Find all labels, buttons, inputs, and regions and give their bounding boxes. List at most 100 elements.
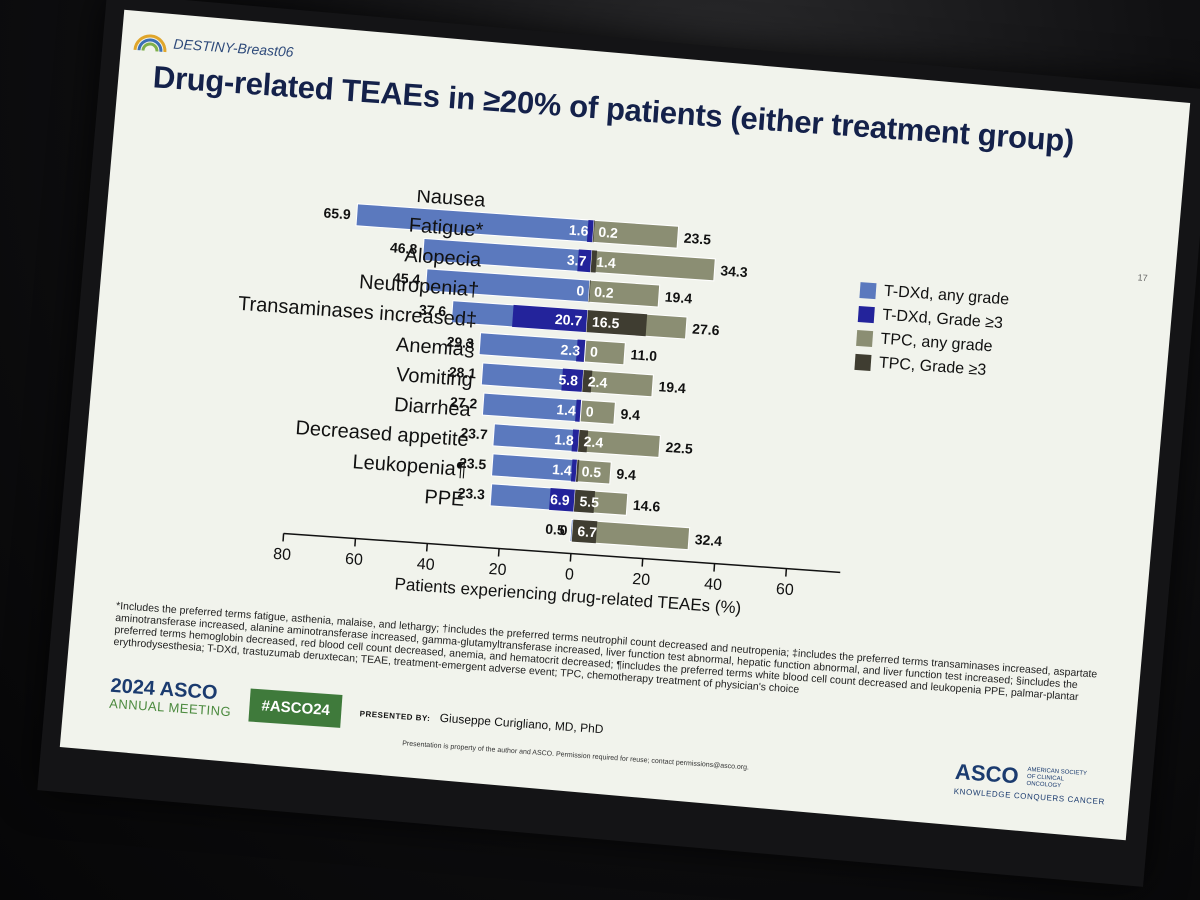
presenter-name: Giuseppe Curigliano, MD, PhD	[439, 710, 604, 737]
label-tpc-grade3: 0	[589, 343, 598, 360]
x-axis-tick	[354, 538, 357, 547]
legend-item: T-DXd, Grade ≥3	[857, 305, 1008, 333]
label-tpc-grade3: 16.5	[592, 313, 621, 331]
butterfly-bar-chart: 65.9 1.6 0.2 23.5 46.8 3.7 1.4 34.3 45.4 0 0.2 19.4…	[237, 185, 865, 618]
label-tpc-any-grade: 23.5	[683, 230, 712, 248]
bar-tpc-grade3	[590, 250, 598, 273]
category-label: Nausea	[416, 185, 487, 212]
legend-item: TPC, Grade ≥3	[854, 353, 1004, 381]
label-tpc-any-grade: 14.6	[632, 497, 661, 515]
label-tpc-any-grade: 22.5	[665, 439, 694, 457]
x-axis-tick	[569, 553, 572, 562]
x-tick-label: 80	[273, 546, 292, 564]
x-axis-tick	[713, 563, 716, 572]
x-axis-tick	[785, 568, 788, 577]
category-label: Fatigue*	[408, 214, 484, 241]
label-tdxd-grade3: 6.9	[550, 491, 571, 508]
legend-swatch	[857, 306, 875, 324]
label-tdxd-grade3: 0	[559, 522, 568, 539]
label-tdxd-any-grade: 28.1	[448, 364, 477, 382]
asco-society-logo: ASCO AMERICAN SOCIETY OF CLINICAL ONCOLO…	[953, 759, 1107, 806]
legend-swatch	[856, 329, 874, 348]
label-tpc-any-grade: 27.6	[692, 320, 721, 338]
legend-label: TPC, any grade	[880, 330, 993, 356]
study-logo-text: DESTINY-Breast06	[172, 35, 295, 60]
label-tpc-grade3: 0.2	[598, 224, 619, 241]
label-tdxd-grade3: 1.4	[552, 461, 573, 478]
bar-tpc-any-grade	[590, 249, 716, 282]
label-tdxd-grade3: 1.4	[556, 401, 577, 418]
chart-legend: T-DXd, any grade T-DXd, Grade ≥3 TPC, any …	[854, 281, 1010, 387]
label-tdxd-any-grade: 27.2	[449, 394, 478, 412]
bar-tpc-grade3	[578, 429, 589, 453]
x-axis-tick	[641, 558, 644, 567]
bar-tdxd-grade3	[571, 429, 580, 452]
category-label: Alopecia	[404, 244, 483, 271]
bar-tdxd-grade3	[549, 487, 576, 512]
label-tpc-grade3: 2.4	[587, 373, 608, 390]
bar-tdxd-grade3	[586, 219, 595, 243]
presenter-line: PRESENTED BY: Giuseppe Curigliano, MD, P…	[359, 705, 604, 736]
legend-item: TPC, any grade	[856, 329, 1006, 357]
study-logo-fan-icon	[133, 34, 167, 53]
label-tdxd-any-grade: 23.7	[460, 425, 489, 443]
label-tdxd-any-grade: 29.3	[446, 333, 475, 351]
label-tdxd-any-grade: 65.9	[323, 204, 352, 222]
x-tick-label: 20	[488, 561, 507, 579]
label-tpc-grade3: 0.5	[581, 463, 602, 480]
slide-number: 17	[1137, 272, 1148, 284]
bar-tdxd-grade3	[512, 304, 588, 333]
label-tdxd-any-grade: 0.5	[545, 521, 566, 538]
bar-tpc-grade3	[588, 280, 591, 303]
legend-label: T-DXd, Grade ≥3	[881, 306, 1004, 333]
x-axis-tick	[425, 543, 429, 552]
label-tdxd-grade3: 1.8	[554, 431, 575, 448]
category-label: Anemia§	[395, 334, 475, 361]
bar-tpc-grade3	[573, 489, 596, 514]
label-tpc-grade3: 6.7	[577, 523, 598, 540]
legend-label: TPC, Grade ≥3	[878, 354, 987, 380]
legend-item: T-DXd, any grade	[859, 281, 1010, 309]
x-tick-label: 40	[704, 576, 723, 594]
bar-tdxd-grade3	[577, 249, 593, 273]
label-tdxd-any-grade: 45.4	[392, 269, 421, 287]
presented-by-label: PRESENTED BY:	[359, 709, 431, 724]
asco-wordmark: ASCO	[954, 758, 1020, 789]
asco-meeting-logo: 2024 ASCO ANNUAL MEETING	[109, 675, 233, 720]
bar-tpc-grade3	[582, 369, 593, 393]
label-tpc-any-grade: 9.4	[616, 466, 637, 483]
label-tpc-any-grade: 11.0	[630, 346, 658, 364]
x-tick-label: 60	[775, 581, 794, 599]
label-tpc-any-grade: 32.4	[694, 531, 723, 549]
label-tdxd-grade3: 5.8	[558, 371, 579, 388]
label-tdxd-any-grade: 23.5	[459, 455, 488, 473]
x-tick-label: 80	[847, 586, 865, 604]
asco-society-name: AMERICAN SOCIETY OF CLINICAL ONCOLOGY	[1026, 766, 1088, 789]
label-tpc-grade3: 2.4	[583, 433, 604, 450]
label-tpc-any-grade: 19.4	[664, 288, 693, 306]
bar-tpc-any-grade	[583, 339, 626, 366]
bar-tpc-grade3	[571, 519, 598, 544]
category-label: Vomiting	[395, 364, 473, 391]
bar-tpc-grade3	[575, 459, 580, 482]
x-tick-label: 20	[632, 571, 651, 589]
label-tpc-any-grade: 34.3	[720, 262, 749, 280]
category-label: Diarrhea	[393, 394, 472, 421]
bar-tdxd-grade3	[576, 339, 586, 363]
hashtag-badge: #ASCO24	[248, 688, 343, 728]
label-tdxd-grade3: 0	[576, 282, 585, 299]
bar-tpc-any-grade	[579, 399, 616, 425]
presentation-slide: DESTINY-Breast06 Drug-related TEAEs in ≥…	[59, 9, 1191, 841]
x-tick-label: 40	[416, 556, 435, 574]
label-tdxd-grade3: 2.3	[560, 341, 581, 358]
category-label: PPE	[424, 486, 465, 511]
label-tdxd-any-grade: 23.3	[457, 485, 486, 503]
legend-label: T-DXd, any grade	[883, 282, 1010, 309]
legend-swatch	[854, 353, 872, 371]
label-tdxd-any-grade: 37.6	[418, 301, 447, 319]
x-tick-label: 0	[564, 566, 574, 584]
bar-tpc-grade3	[586, 310, 648, 337]
label-tpc-any-grade: 19.4	[658, 378, 687, 396]
x-axis-tick	[856, 573, 859, 582]
label-tdxd-grade3: 3.7	[566, 252, 587, 269]
